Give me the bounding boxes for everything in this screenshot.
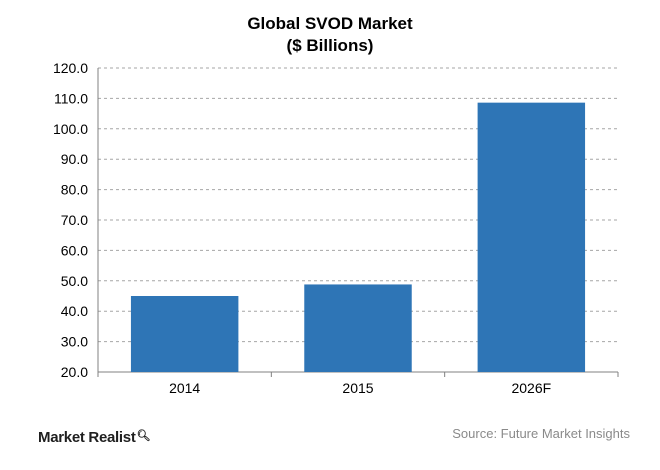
bar — [130, 296, 239, 372]
x-tick-label: 2015 — [342, 380, 373, 396]
x-tick-label: 2026F — [511, 380, 551, 396]
y-tick-label: 40.0 — [61, 303, 88, 319]
magnifier-icon: 🔍︎ — [136, 430, 151, 442]
y-tick-label: 20.0 — [61, 364, 88, 380]
y-tick-label: 30.0 — [61, 334, 88, 350]
brand-name: Market Realist — [38, 429, 136, 446]
source-note: Source: Future Market Insights — [452, 426, 630, 441]
y-tick-label: 120.0 — [53, 60, 88, 76]
y-tick-label: 80.0 — [61, 182, 88, 198]
bar — [304, 284, 412, 372]
y-tick-label: 100.0 — [53, 121, 88, 137]
y-tick-label: 70.0 — [61, 212, 88, 228]
x-tick-label: 2014 — [169, 380, 200, 396]
y-tick-label: 90.0 — [61, 151, 88, 167]
y-tick-label: 60.0 — [61, 242, 88, 258]
brand-logo: Market Realist🔍︎ — [38, 429, 150, 446]
y-tick-label: 50.0 — [61, 273, 88, 289]
chart-subtitle: ($ Billions) — [286, 36, 374, 55]
chart-title: Global SVOD Market — [247, 14, 413, 33]
bar — [477, 102, 586, 372]
y-tick-label: 110.0 — [54, 90, 88, 106]
